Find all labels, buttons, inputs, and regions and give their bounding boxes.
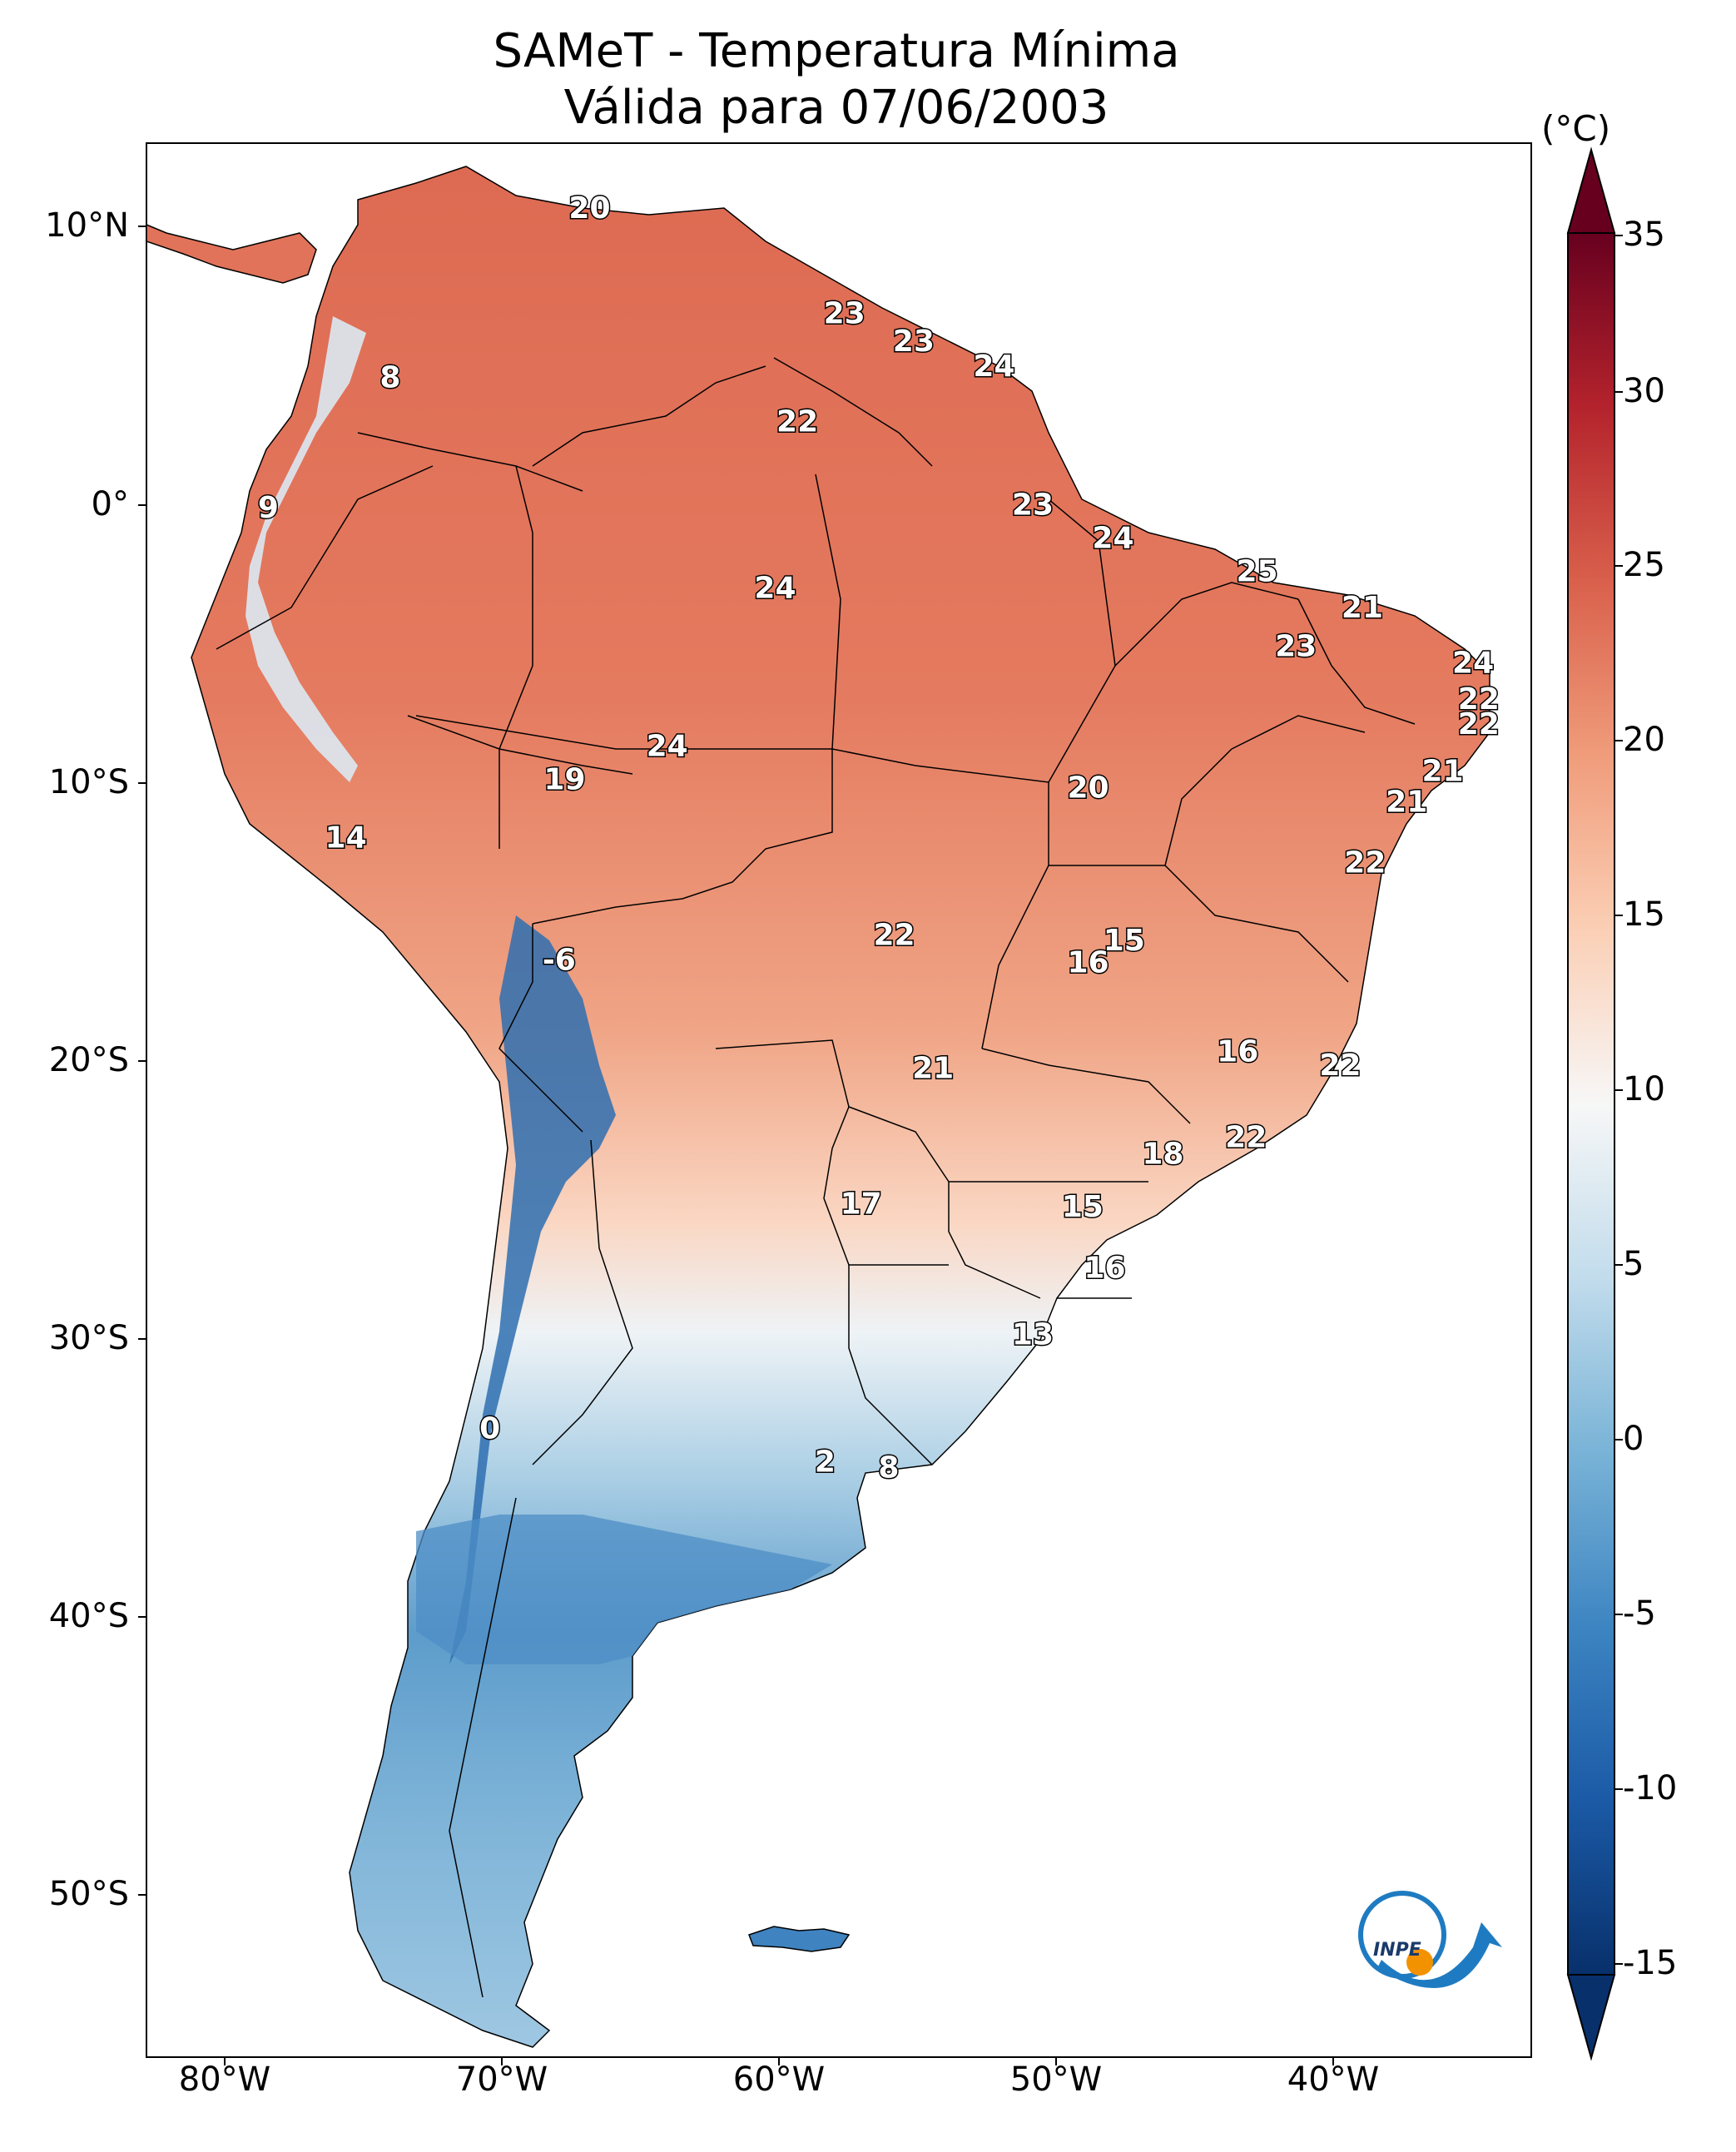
temperature-label: 0 <box>479 1412 500 1446</box>
lon-label: 40°W <box>1287 2060 1380 2099</box>
temperature-label: 24 <box>1092 522 1133 556</box>
temperature-label: 15 <box>1104 924 1145 958</box>
temperature-label: 8 <box>379 360 400 394</box>
colorbar-min-extension <box>1566 1974 1616 2061</box>
temperature-label: 22 <box>1225 1121 1267 1155</box>
temperature-label: 24 <box>647 730 688 764</box>
lat-label: 10°N <box>45 206 129 245</box>
lat-label: 40°S <box>48 1597 129 1635</box>
temperature-label: 21 <box>912 1051 954 1085</box>
lat-label: 50°S <box>48 1875 129 1913</box>
temperature-label: 21 <box>1421 755 1463 789</box>
temperature-label: 22 <box>776 405 818 439</box>
temperature-label: 16 <box>1217 1034 1258 1069</box>
temperature-label: 21 <box>1386 785 1427 819</box>
lon-label: 50°W <box>1009 2060 1103 2099</box>
temperature-label: 21 <box>1342 591 1383 625</box>
axis-ticks <box>138 226 1334 2065</box>
colorbar-body <box>1567 232 1615 1976</box>
temperature-label: 23 <box>824 297 866 331</box>
temperature-label: 24 <box>973 350 1014 384</box>
colorbar-tick-label: -15 <box>1623 1944 1678 1982</box>
temperature-label: 2 <box>815 1445 836 1480</box>
patagonia-cold-zone <box>416 1515 832 1664</box>
lon-label: 70°W <box>455 2060 548 2099</box>
lon-label: 60°W <box>732 2060 826 2099</box>
colorbar-tick-label: 0 <box>1623 1420 1644 1458</box>
colorbar-tick-label: 5 <box>1623 1245 1644 1283</box>
temperature-label: 15 <box>1062 1190 1104 1224</box>
temperature-label: 22 <box>874 918 915 952</box>
temperature-label: 16 <box>1067 946 1109 980</box>
lat-label: 0° <box>91 485 129 523</box>
central-america-land <box>146 224 317 284</box>
andes-cold-zone <box>449 915 616 1664</box>
temperature-label: 9 <box>258 491 279 525</box>
temperature-label: 22 <box>1458 707 1500 741</box>
colorbar-tick-label: 15 <box>1623 895 1665 934</box>
lat-label: 20°S <box>48 1041 129 1079</box>
temperature-label: 16 <box>1084 1251 1125 1285</box>
colorbar-tick-label: 25 <box>1623 546 1665 584</box>
temperature-label: 8 <box>878 1450 899 1485</box>
border-lines <box>216 357 1416 1998</box>
map-title: SAMeT - Temperatura Mínima <box>493 24 1180 78</box>
temperature-label: 14 <box>325 821 367 855</box>
lat-label: 10°S <box>48 763 129 801</box>
temperature-label: 23 <box>893 325 935 359</box>
colorbar-tick-label: 30 <box>1623 372 1665 410</box>
colorbar <box>1566 146 1623 2061</box>
temperature-label: 24 <box>1452 647 1494 681</box>
map-subtitle: Válida para 07/06/2003 <box>563 81 1109 135</box>
colorbar-tick-label: -10 <box>1623 1769 1678 1807</box>
temperature-label: -6 <box>543 943 576 977</box>
colorbar-tick-label: 35 <box>1623 216 1665 254</box>
falkland-islands <box>748 1926 851 1952</box>
temperature-label: 22 <box>1344 846 1386 880</box>
temperature-label: 23 <box>1275 630 1317 664</box>
lat-label: 30°S <box>48 1319 129 1357</box>
temperature-label: 20 <box>1067 771 1109 806</box>
inpe-logo-text: INPE <box>1373 1940 1421 1961</box>
colorbar-tick-label: -5 <box>1623 1594 1656 1633</box>
colorbar-units: (°C) <box>1541 108 1611 149</box>
lon-label: 80°W <box>178 2060 271 2099</box>
colorbar-max-extension <box>1566 146 1616 234</box>
temperature-label: 20 <box>568 191 610 226</box>
temperature-label: 24 <box>754 572 796 606</box>
andes-north-light-zone <box>246 316 366 782</box>
colorbar-tick-label: 20 <box>1623 721 1665 759</box>
temperature-label: 19 <box>543 763 585 797</box>
temperature-label: 18 <box>1142 1138 1183 1172</box>
inpe-logo: INPE <box>1358 1891 1502 1988</box>
temperature-label: 17 <box>841 1188 882 1222</box>
temperature-label: 13 <box>1012 1317 1054 1351</box>
colorbar-tick-label: 10 <box>1623 1070 1665 1108</box>
temperature-label: 23 <box>1012 488 1054 523</box>
temperature-label: 25 <box>1236 555 1277 589</box>
temperature-label: 22 <box>1319 1049 1361 1083</box>
temperature-label: 22 <box>1458 682 1500 717</box>
